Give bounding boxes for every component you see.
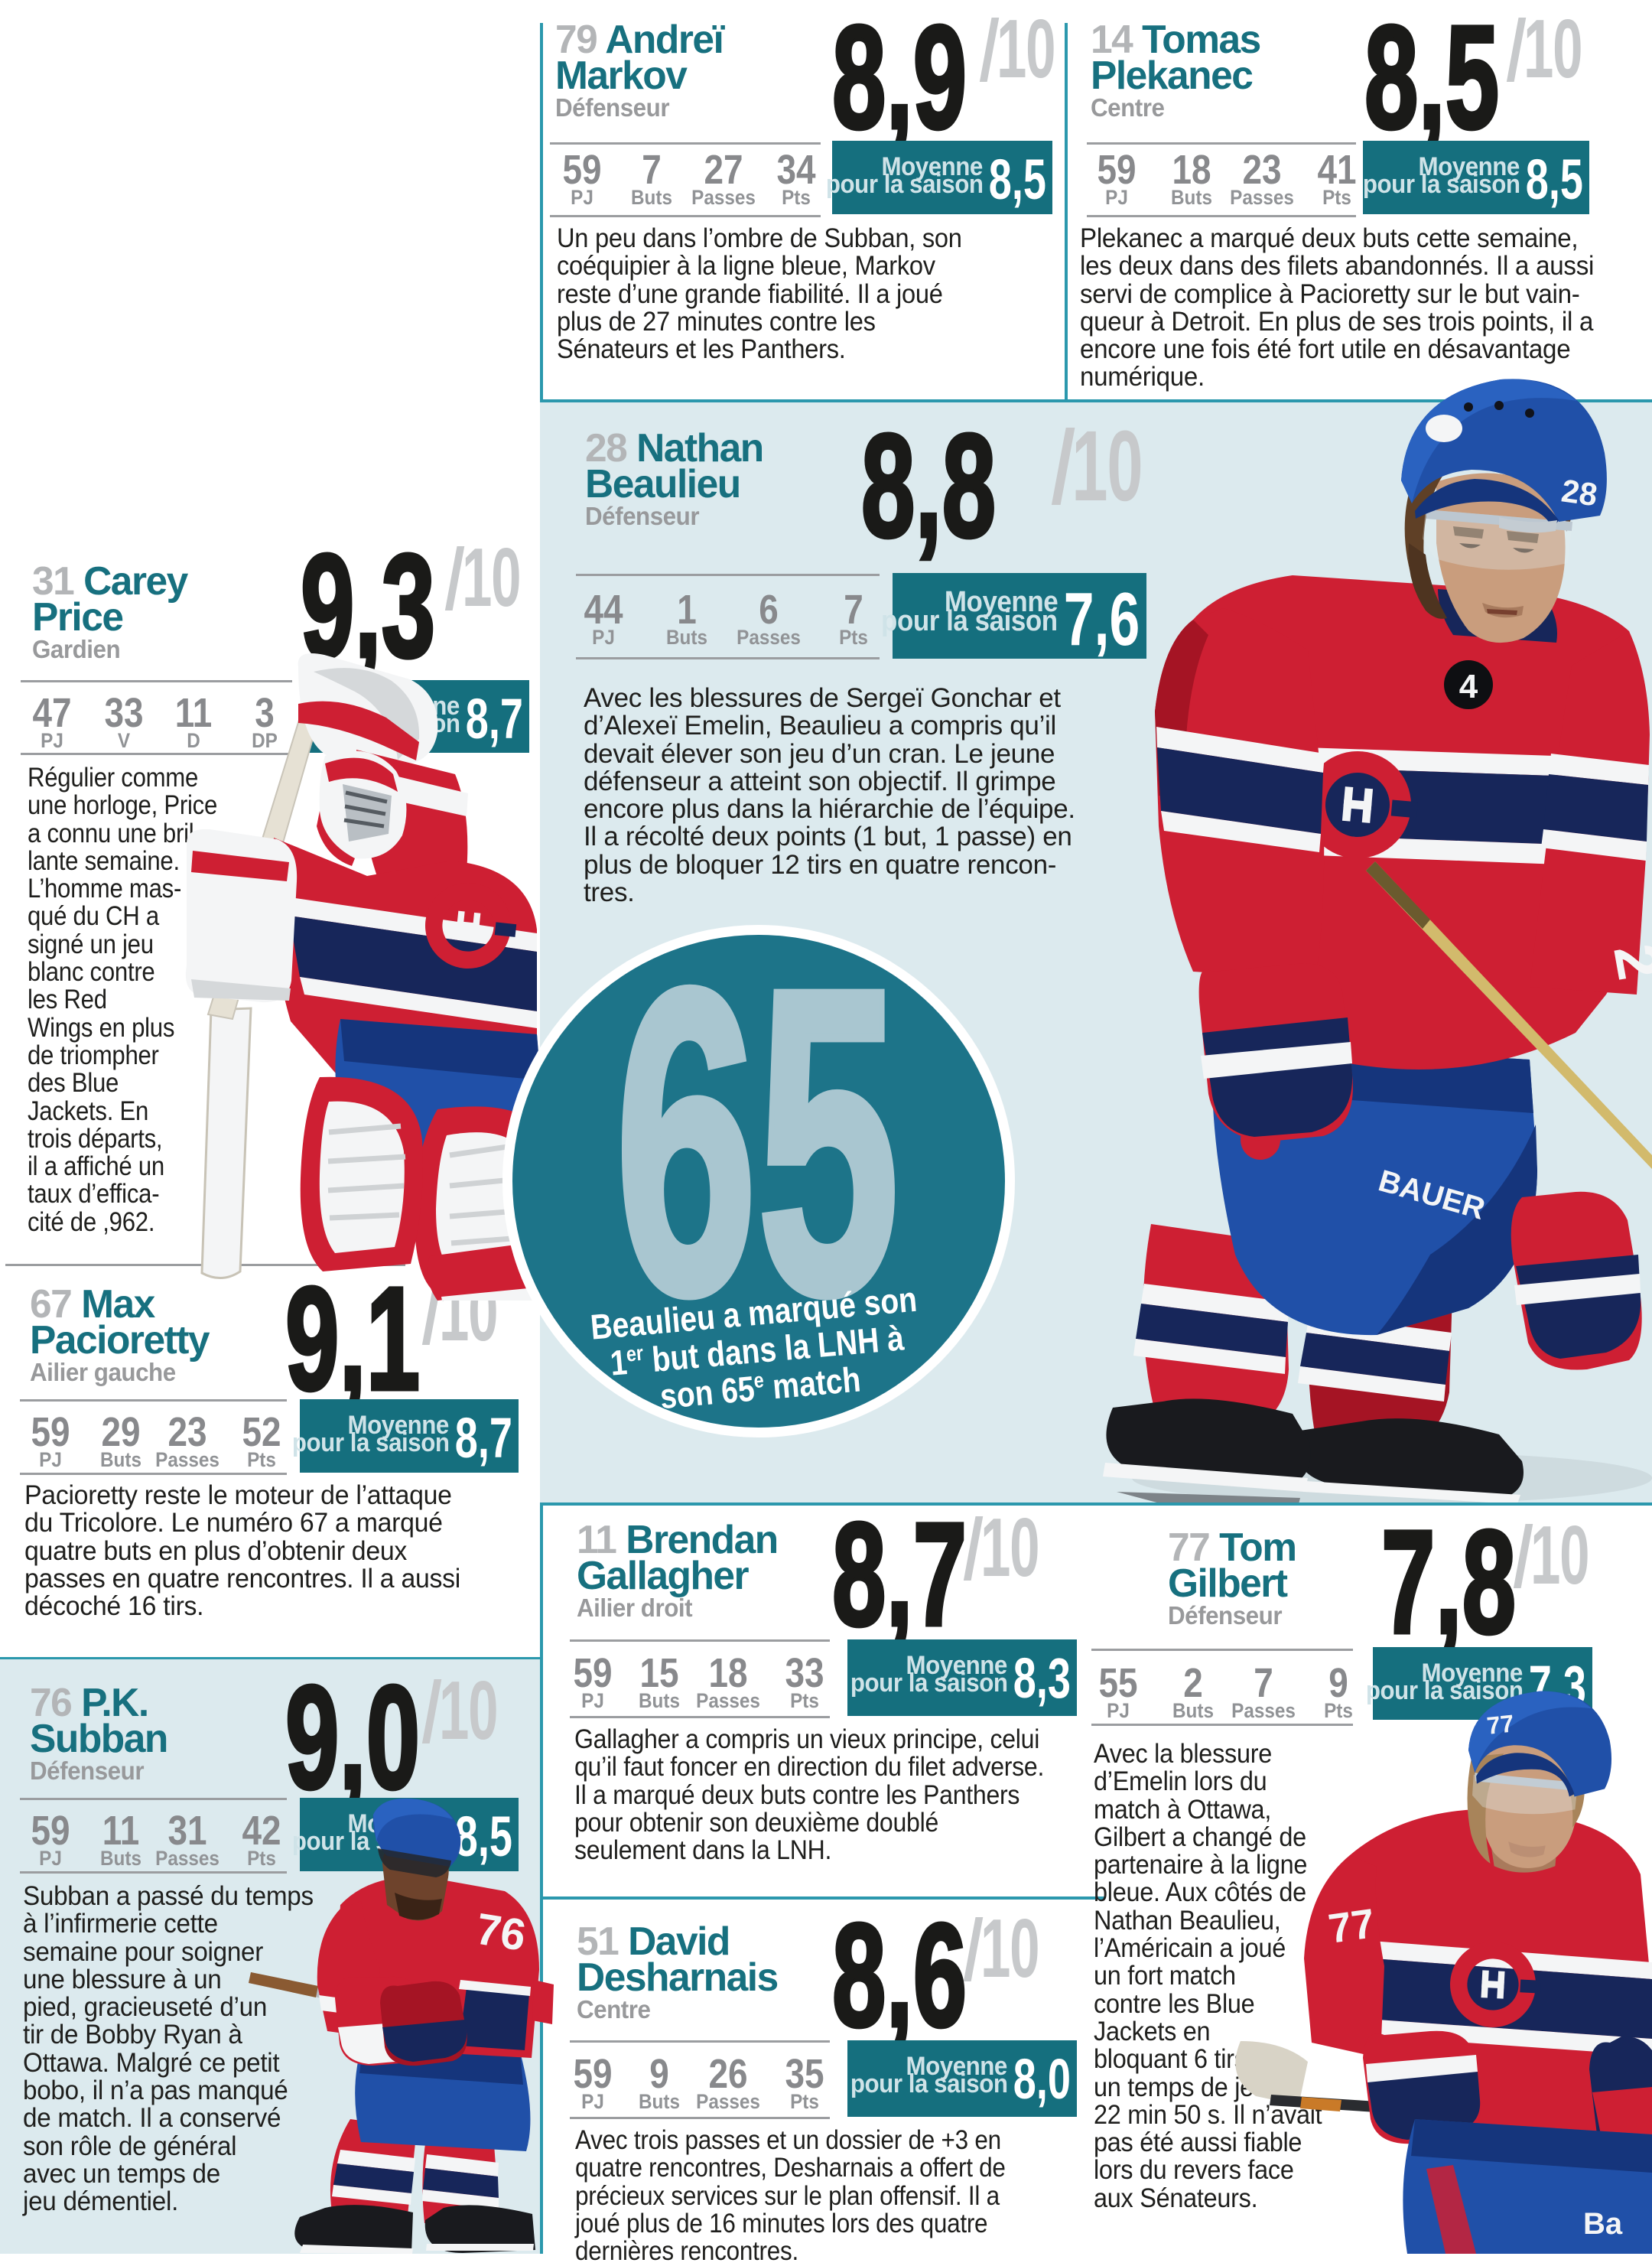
svg-text:Ba: Ba: [1583, 2207, 1623, 2241]
svg-text:77: 77: [1485, 1709, 1515, 1740]
svg-text:77: 77: [1325, 1900, 1377, 1952]
svg-text:28: 28: [1559, 472, 1600, 513]
svg-text:4: 4: [1459, 668, 1478, 705]
svg-text:76: 76: [473, 1904, 529, 1961]
